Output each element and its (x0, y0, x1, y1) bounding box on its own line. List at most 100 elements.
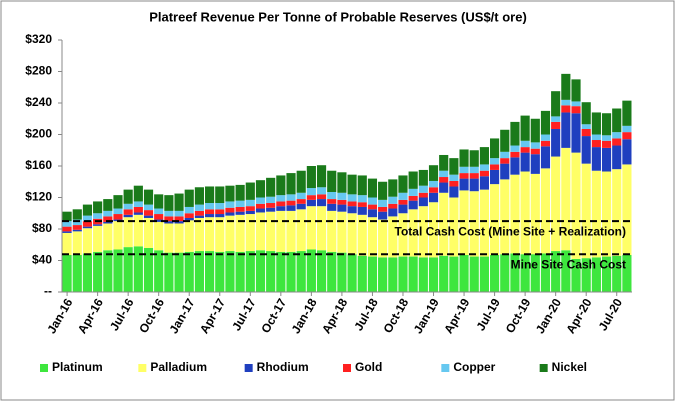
bar-segment (215, 251, 225, 292)
reference-label: Total Cash Cost (Mine Site + Realization… (395, 224, 626, 238)
bar-segment (205, 209, 215, 215)
bar-segment (266, 207, 276, 212)
bar-segment (82, 204, 93, 216)
bar-segment (296, 192, 306, 200)
bar-segment (408, 171, 418, 189)
bar-segment (296, 170, 306, 193)
bar-segment (306, 188, 316, 196)
bar-segment (612, 108, 622, 133)
bar-segment (154, 219, 164, 222)
bar-segment (266, 203, 276, 208)
bar-segment (245, 199, 255, 207)
legend-swatch (539, 364, 548, 372)
bar-segment (194, 251, 204, 292)
bar-segment (103, 216, 113, 222)
bar-segment (296, 199, 306, 204)
bar-segment (418, 169, 428, 186)
bar-segment (357, 195, 367, 203)
bar-segment (520, 171, 530, 255)
bar-segment (337, 252, 347, 292)
bar-segment (439, 170, 449, 178)
bar-segment (459, 178, 469, 191)
bar-segment (510, 157, 520, 175)
bar-segment (571, 152, 581, 259)
reference-label: Mine Site Cash Cost (511, 257, 626, 271)
bar-segment (286, 194, 296, 201)
bar-segment (93, 201, 103, 214)
bar-segment (398, 256, 408, 292)
bar-segment (225, 207, 235, 213)
bar-segment (82, 215, 93, 222)
bar-segment (266, 177, 276, 197)
bar-segment (327, 251, 337, 292)
bar-segment (276, 206, 286, 211)
bar-segment (398, 204, 408, 214)
bar-segment (286, 200, 296, 206)
bar-segment (449, 186, 459, 198)
bar-segment (561, 73, 571, 100)
bar-segment (388, 208, 398, 217)
bar-segment (551, 91, 561, 117)
bar-segment (133, 201, 143, 207)
bar-segment (357, 206, 367, 215)
bar-segment (174, 210, 184, 217)
bar-segment (113, 195, 123, 209)
bar-segment (378, 211, 388, 220)
bar-segment (357, 255, 367, 292)
bar-segment (286, 210, 296, 252)
bar-segment (296, 203, 306, 210)
bar-segment (82, 226, 93, 229)
bar-segment (530, 254, 540, 292)
bar-segment (388, 257, 398, 292)
bar-segment (276, 210, 286, 252)
bar-segment (479, 176, 489, 190)
bar-segment (479, 189, 489, 257)
bar-segment (93, 225, 103, 252)
bar-segment (591, 112, 601, 135)
bar-segment (72, 229, 82, 232)
bar-segment (591, 140, 601, 148)
bar-segment (469, 256, 479, 292)
bar-segment (123, 214, 133, 218)
bar-segment (540, 253, 551, 292)
bar-segment (490, 164, 500, 170)
bar-segment (113, 208, 123, 215)
bar-segment (500, 254, 510, 292)
bar-segment (164, 223, 174, 253)
bar-segment (591, 257, 601, 292)
bar-segment (103, 221, 113, 224)
bar-segment (286, 173, 296, 195)
bar-segment (143, 204, 154, 211)
bar-segment (113, 214, 123, 220)
bar-segment (581, 163, 591, 259)
bar-segment (490, 184, 500, 255)
y-tick-label: $160 (25, 158, 52, 172)
bar-segment (612, 169, 622, 256)
bar-segment (225, 251, 235, 292)
bar-segment (255, 197, 266, 204)
bar-segment (551, 116, 561, 122)
bar-segment (327, 191, 337, 200)
bar-segment (245, 214, 255, 252)
bar-segment (540, 140, 551, 147)
bar-segment (266, 196, 276, 204)
bar-segment (266, 251, 276, 292)
bar-segment (235, 200, 245, 207)
bar-segment (479, 256, 489, 292)
bar-segment (622, 125, 632, 133)
bar-segment (154, 250, 164, 292)
bar-segment (408, 188, 418, 196)
bar-segment (449, 197, 459, 257)
bar-segment (306, 249, 316, 292)
bar-segment (520, 152, 530, 172)
bar-segment (591, 170, 601, 258)
bar-segment (367, 197, 378, 205)
bar-segment (235, 206, 245, 212)
bar-segment (194, 187, 204, 205)
bar-segment (174, 193, 184, 211)
bar-segment (408, 200, 418, 210)
y-tick-label: $120 (25, 190, 52, 204)
bar-segment (164, 216, 174, 222)
bar-segment (255, 212, 266, 251)
